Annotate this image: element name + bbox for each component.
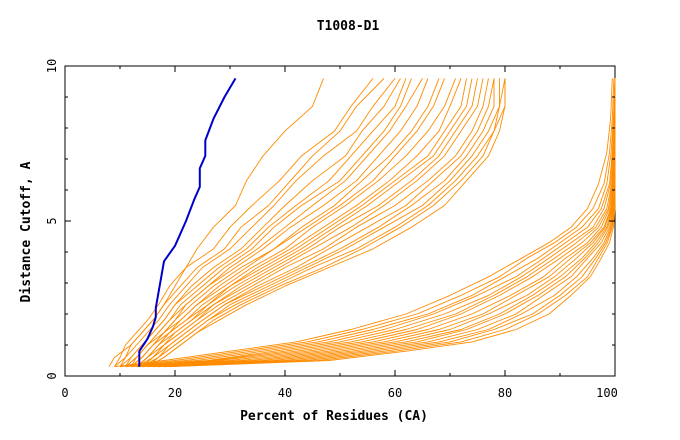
x-tick-label: 0 <box>61 386 68 400</box>
blue-curve-line <box>138 77 237 367</box>
orange-curve <box>141 78 495 368</box>
orange-curve <box>125 78 616 368</box>
orange-curve <box>136 78 467 368</box>
orange-curve <box>136 78 616 368</box>
orange-curve <box>130 78 445 368</box>
orange-curve <box>119 78 396 367</box>
orange-curve <box>147 78 506 368</box>
orange-curve <box>163 78 616 368</box>
x-tick-label: 80 <box>498 386 512 400</box>
x-tick-labels: 0 20 40 60 80 100 <box>61 386 617 400</box>
plot-frame <box>64 65 616 377</box>
orange-curve <box>163 78 616 368</box>
orange-curve <box>147 78 506 368</box>
orange-curve <box>169 78 616 368</box>
orange-curve <box>136 78 616 368</box>
orange-curve <box>130 78 456 368</box>
orange-curve <box>125 78 423 368</box>
orange-curve <box>141 78 616 368</box>
orange-curve <box>136 78 484 368</box>
plot-area <box>64 65 616 377</box>
orange-curve <box>141 78 616 368</box>
orange-curve <box>125 78 412 368</box>
y-tick-label: 10 <box>45 59 59 73</box>
x-tick-label: 20 <box>168 386 182 400</box>
x-axis-label: Percent of Residues (CA) <box>240 409 428 424</box>
x-tick-label: 60 <box>388 386 402 400</box>
orange-curve <box>114 78 385 368</box>
orange-curve <box>136 78 473 368</box>
chart-title: T1008-D1 <box>317 19 380 34</box>
orange-curve <box>158 78 616 368</box>
orange-curve <box>141 78 489 368</box>
x-tick-label: 40 <box>278 386 292 400</box>
orange-curve <box>114 78 374 367</box>
orange-curve <box>158 78 616 368</box>
orange-curve <box>130 78 429 367</box>
y-axis-label: Distance Cutoff, A <box>19 161 34 302</box>
orange-curve <box>130 78 616 368</box>
y-tick-labels: 0 5 10 <box>45 59 59 380</box>
orange-curve <box>114 78 613 368</box>
orange-curve <box>136 78 478 368</box>
orange-curve <box>147 78 506 368</box>
orange-curve <box>141 78 495 368</box>
blue-curve <box>138 77 237 367</box>
x-tick-label: 100 <box>596 386 618 400</box>
y-tick-label: 5 <box>45 217 59 224</box>
y-tick-label: 0 <box>45 372 59 379</box>
orange-curve <box>119 78 615 368</box>
axis-ticks <box>64 65 616 377</box>
